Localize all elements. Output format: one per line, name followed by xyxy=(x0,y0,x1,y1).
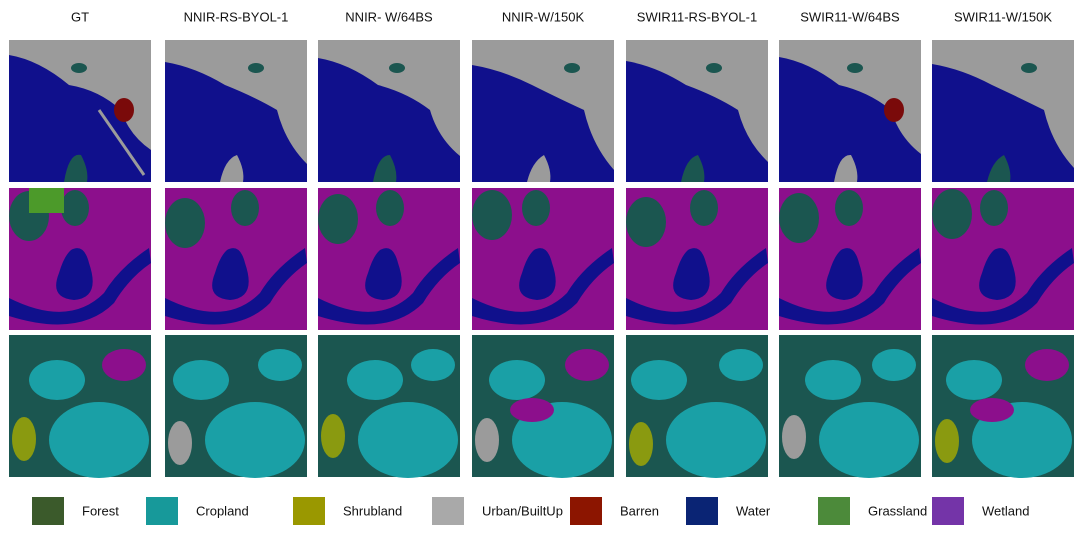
legend-label: Shrubland xyxy=(343,503,402,518)
region xyxy=(690,190,718,226)
map-tile xyxy=(779,188,921,330)
region xyxy=(522,190,550,226)
region xyxy=(165,198,205,248)
region xyxy=(1021,63,1037,73)
column-header: SWIR11-W/150K xyxy=(954,9,1052,24)
column-header: NNIR-RS-BYOL-1 xyxy=(184,9,289,24)
map-tile xyxy=(318,188,460,330)
region xyxy=(376,190,404,226)
region xyxy=(29,360,85,400)
map-tile xyxy=(779,40,921,182)
region xyxy=(231,190,259,226)
map-tile xyxy=(165,335,307,478)
region xyxy=(932,189,972,239)
region xyxy=(706,63,722,73)
region xyxy=(489,360,545,400)
legend-swatch xyxy=(432,497,464,525)
legend-label: Wetland xyxy=(982,503,1029,518)
map-tile xyxy=(9,40,151,182)
region xyxy=(666,402,766,478)
region xyxy=(347,360,403,400)
legend-swatch xyxy=(293,497,325,525)
region xyxy=(205,402,305,478)
region xyxy=(318,194,358,244)
legend-swatch xyxy=(570,497,602,525)
region xyxy=(61,190,89,226)
region xyxy=(805,360,861,400)
region xyxy=(358,402,458,478)
map-tile xyxy=(626,40,768,182)
legend-swatch xyxy=(818,497,850,525)
map-tile xyxy=(626,188,768,330)
region xyxy=(114,98,134,122)
region xyxy=(248,63,264,73)
region xyxy=(935,419,959,463)
map-tile xyxy=(9,188,151,330)
legend-label: Barren xyxy=(620,503,659,518)
map-tile xyxy=(165,40,307,182)
legend-label: Urban/BuiltUp xyxy=(482,503,563,518)
region xyxy=(847,63,863,73)
region xyxy=(564,63,580,73)
region xyxy=(970,398,1014,422)
legend-swatch xyxy=(932,497,964,525)
region xyxy=(835,190,863,226)
region xyxy=(472,190,512,240)
legend-label: Water xyxy=(736,503,771,518)
region xyxy=(411,349,455,381)
column-header: SWIR11-RS-BYOL-1 xyxy=(637,9,757,24)
region xyxy=(719,349,763,381)
region xyxy=(872,349,916,381)
map-tile xyxy=(472,335,614,478)
map-tile xyxy=(9,335,151,478)
legend-swatch xyxy=(686,497,718,525)
region xyxy=(12,417,36,461)
region xyxy=(980,190,1008,226)
map-tile xyxy=(932,40,1074,182)
region xyxy=(258,349,302,381)
legend-label: Grassland xyxy=(868,503,927,518)
region xyxy=(168,421,192,465)
legend-label: Cropland xyxy=(196,503,249,518)
map-tile xyxy=(472,40,614,182)
region xyxy=(71,63,87,73)
legend-swatch xyxy=(146,497,178,525)
map-tile xyxy=(932,335,1074,478)
region xyxy=(779,193,819,243)
region xyxy=(389,63,405,73)
region xyxy=(946,360,1002,400)
map-tile xyxy=(779,335,921,478)
region xyxy=(819,402,919,478)
region xyxy=(102,349,146,381)
legend-swatch xyxy=(32,497,64,525)
figure: GT NNIR-RS-BYOL-1 NNIR- W/64BS NNIR-W/150K S… xyxy=(0,0,1081,545)
region xyxy=(629,422,653,466)
column-header: NNIR- W/64BS xyxy=(345,9,433,24)
map-tile xyxy=(318,335,460,478)
region xyxy=(565,349,609,381)
region xyxy=(173,360,229,400)
region xyxy=(321,414,345,458)
region xyxy=(782,415,806,459)
region xyxy=(631,360,687,400)
map-tile xyxy=(165,188,307,330)
map-tile xyxy=(472,188,614,330)
region xyxy=(884,98,904,122)
segmentation-maps xyxy=(9,40,1074,478)
column-header: GT xyxy=(71,9,89,24)
legend-label: Forest xyxy=(82,503,119,518)
region xyxy=(626,197,666,247)
region xyxy=(475,418,499,462)
map-tile xyxy=(318,40,460,182)
map-tile xyxy=(932,188,1074,330)
column-header: NNIR-W/150K xyxy=(502,9,585,24)
region xyxy=(1025,349,1069,381)
region xyxy=(49,402,149,478)
map-tile xyxy=(626,335,768,478)
region xyxy=(29,188,64,213)
region xyxy=(510,398,554,422)
column-header: SWIR11-W/64BS xyxy=(800,9,900,24)
